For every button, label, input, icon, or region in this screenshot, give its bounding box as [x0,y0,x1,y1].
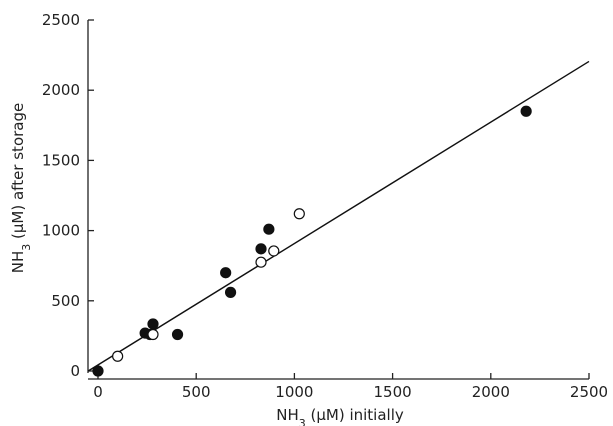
open-data-point [268,245,280,257]
regression-line [87,60,590,372]
y-tick-label: 2000 [42,81,80,99]
x-tick-label: 1000 [275,383,313,401]
filled-data-point [263,223,275,235]
x-tick-label: 2000 [472,383,510,401]
filled-data-point [147,318,159,330]
y-tick-label: 1000 [42,222,80,240]
open-data-point [255,256,267,268]
open-data-point [112,350,124,362]
open-data-point [147,328,159,341]
x-tick-label: 2500 [570,383,608,401]
open-data-point [293,208,305,220]
x-tick-label: 500 [182,383,211,401]
data-points [92,105,532,377]
filled-data-point [220,267,232,279]
x-tick-label: 0 [93,383,103,401]
y-axis: 0 500 1000 1500 2000 2500 [42,11,94,380]
y-tick-label: 2500 [42,11,80,29]
filled-data-point [171,328,184,341]
y-tick-label: 1500 [42,151,80,169]
y-tick-label: 0 [70,362,80,380]
filled-data-point [520,105,532,117]
y-axis-label: NH3 (μM) after storage [9,103,33,273]
filled-data-point [92,365,104,377]
regression-line-group [87,60,590,372]
x-tick-label: 1500 [374,383,412,401]
filled-data-point [255,243,267,255]
filled-data-point [224,286,237,298]
x-axis: 0 500 1000 1500 2000 2500 [88,373,608,401]
y-tick-label: 500 [51,292,80,310]
x-axis-label: NH3 (μM) initially [276,406,404,426]
